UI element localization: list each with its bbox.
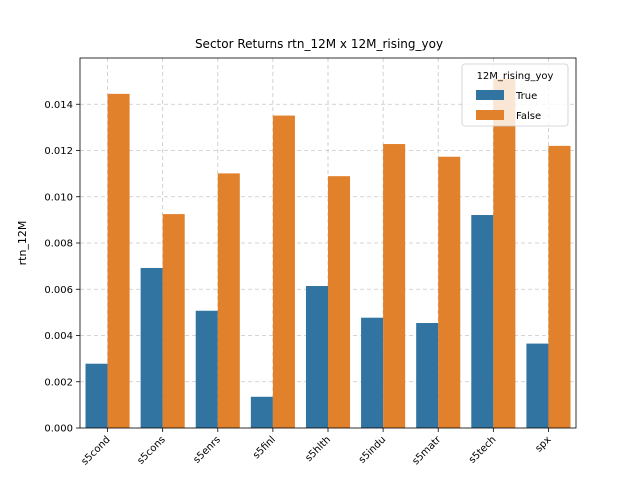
bar-false-s5tech [493,78,516,428]
bar-false-s5matr [438,156,461,428]
x-tick-label: s5hlth [303,434,333,464]
bar-false-s5enrs [217,173,240,428]
y-tick-label: 0.002 [44,377,73,388]
bar-false-s5hlth [328,176,351,428]
bars [85,78,571,429]
x-axis-ticks: s5cond s5cons s5enrs s5finl s5hlth s5indu s5ma… [80,428,554,467]
legend-swatch-false [476,110,504,120]
x-tick-label: s5tech [467,434,498,465]
y-tick-label: 0.000 [44,424,73,435]
y-tick-label: 0.004 [44,331,73,342]
bar-true-s5hlth [305,286,328,428]
y-axis-label: rtn_12M [16,221,29,266]
bar-false-s5cond [107,93,130,428]
y-tick-label: 0.008 [44,239,73,250]
y-tick-label: 0.006 [44,285,73,296]
bar-false-s5finl [272,115,295,429]
x-tick-label: s5enrs [192,434,223,465]
bar-false-s5cons [162,214,185,428]
x-tick-label: spx [533,434,553,454]
bar-true-s5cond [85,363,108,428]
chart-title: Sector Returns rtn_12M x 12M_rising_yoy [195,37,443,51]
legend: 12M_rising_yoy True False [461,63,569,127]
x-tick-label: s5matr [410,434,443,467]
plot-frame [79,57,577,429]
bar-true-s5enrs [195,310,218,428]
y-axis-ticks: 0.000 0.002 0.004 0.006 0.008 0.010 0.012 0.014 [44,100,80,435]
legend-swatch-true [476,90,504,100]
bar-false-s5indu [383,144,406,428]
bar-true-s5tech [471,215,494,428]
x-tick-label: s5finl [251,434,278,461]
x-tick-label: s5cons [135,434,167,466]
y-tick-label: 0.012 [44,146,73,157]
bar-true-spx [526,343,549,428]
bar-true-s5cons [140,267,163,428]
bar-true-s5finl [250,396,273,428]
legend-title: 12M_rising_yoy [477,71,554,82]
y-tick-label: 0.014 [44,100,73,111]
x-tick-label: s5indu [357,434,388,465]
y-tick-label: 0.010 [44,192,73,203]
bar-true-s5matr [416,323,439,428]
bar-true-s5indu [361,317,384,428]
legend-label-true: True [515,91,537,102]
bar-false-spx [548,145,571,428]
legend-label-false: False [516,111,541,122]
x-tick-label: s5cond [80,434,113,467]
